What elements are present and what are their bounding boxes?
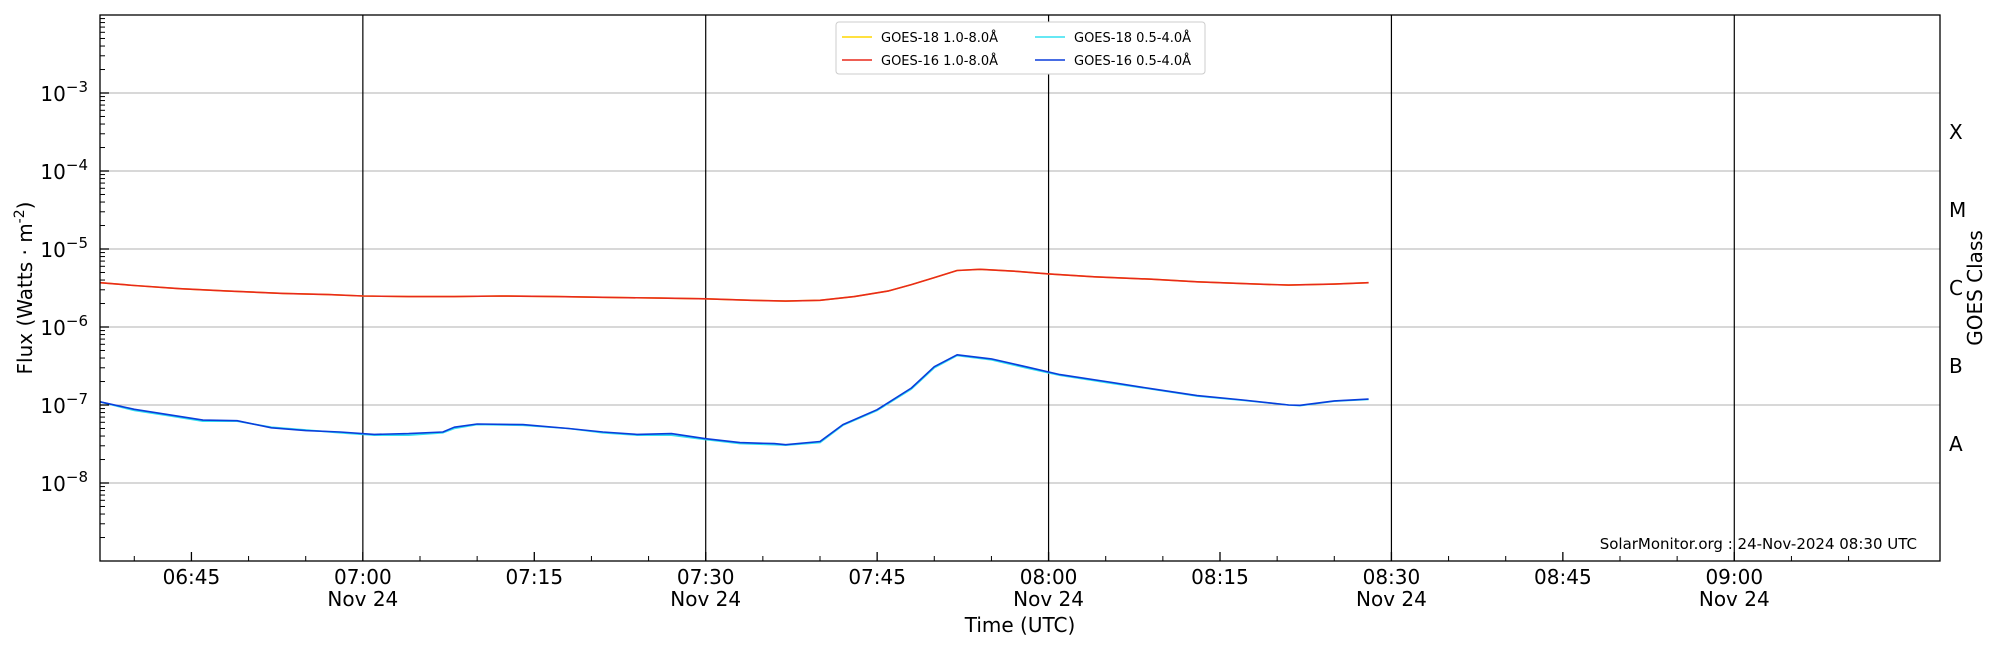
day-marker-lines xyxy=(362,15,1735,561)
x-tick-label-date: Nov 24 xyxy=(1356,587,1427,611)
legend-label-goes18-long: GOES-18 1.0-8.0Å xyxy=(881,30,998,46)
goes-class-label: A xyxy=(1949,432,1963,456)
y-tick-label-base: 10 xyxy=(40,394,65,418)
legend-box xyxy=(835,21,1206,75)
y-tick-label-base: 10 xyxy=(40,316,65,340)
series-line-2 xyxy=(99,354,1369,447)
x-axis-title: Time (UTC) xyxy=(964,613,1076,637)
y-tick-label: 10−3 xyxy=(40,78,88,106)
y-axis-title-main: Flux (Watts · m xyxy=(13,223,37,374)
x-tick-label-time: 07:45 xyxy=(848,565,906,589)
y-tick-label-base: 10 xyxy=(40,238,65,262)
y2-axis-title: GOES Class xyxy=(1963,230,1987,346)
grid-lines xyxy=(100,92,1940,484)
x-tick-label-time: 07:00 xyxy=(334,565,392,589)
y-tick-label: 10−4 xyxy=(40,156,88,184)
y-tick-label-exponent: −4 xyxy=(66,156,88,174)
goes-class-label: C xyxy=(1949,276,1963,300)
x-tick-label-time: 08:00 xyxy=(1020,565,1078,589)
x-tick-label-date: Nov 24 xyxy=(670,587,741,611)
legend-label-goes16-short: GOES-16 0.5-4.0Å xyxy=(1074,53,1191,69)
legend: GOES-18 1.0-8.0Å GOES-16 1.0-8.0Å GOES-1… xyxy=(835,21,1206,75)
y-tick-label-base: 10 xyxy=(40,472,65,496)
x-tick-label-time: 08:30 xyxy=(1363,565,1421,589)
x-tick-label-time: 08:45 xyxy=(1534,565,1592,589)
y-tick-label: 10−8 xyxy=(40,468,88,496)
y-tick-label: 10−5 xyxy=(40,234,88,262)
y-tick-label-base: 10 xyxy=(40,82,65,106)
credit-text: SolarMonitor.org : 24-Nov-2024 08:30 UTC xyxy=(1600,535,1917,553)
y-tick-label-exponent: −5 xyxy=(66,234,88,252)
y-axis-title: Flux (Watts · m-2) xyxy=(12,202,37,375)
series-lines xyxy=(99,268,1369,447)
series-line-3 xyxy=(99,353,1369,446)
x-tick-label-date: Nov 24 xyxy=(1699,587,1770,611)
y-tick-label: 10−6 xyxy=(40,312,88,340)
x-tick-label-time: 09:00 xyxy=(1705,565,1763,589)
goes-class-label: B xyxy=(1949,354,1963,378)
legend-label-goes18-short: GOES-18 0.5-4.0Å xyxy=(1074,30,1191,46)
x-tick-label-time: 06:45 xyxy=(163,565,221,589)
x-tick-label-date: Nov 24 xyxy=(1013,587,1084,611)
plot-frame xyxy=(99,14,1941,562)
y-axis-title-exponent: -2 xyxy=(12,209,28,223)
goes-class-label: M xyxy=(1949,198,1966,222)
x-tick-label-time: 07:30 xyxy=(677,565,735,589)
series-line-0 xyxy=(99,268,1369,302)
axis-ticks xyxy=(100,18,1850,561)
y-tick-label: 10−7 xyxy=(40,390,88,418)
y-tick-label-exponent: −6 xyxy=(66,312,88,330)
x-tick-label-time: 08:15 xyxy=(1191,565,1249,589)
legend-label-goes16-long: GOES-16 1.0-8.0Å xyxy=(881,53,998,69)
y-tick-label-base: 10 xyxy=(40,160,65,184)
goes-class-label: X xyxy=(1949,120,1963,144)
x-tick-label-time: 07:15 xyxy=(505,565,563,589)
series-line-1 xyxy=(99,268,1369,302)
x-tick-label-date: Nov 24 xyxy=(327,587,398,611)
y-tick-label-exponent: −8 xyxy=(66,468,88,486)
y-axis-title-close: ) xyxy=(13,202,37,210)
y-tick-label-exponent: −3 xyxy=(66,78,88,96)
y-tick-label-exponent: −7 xyxy=(66,390,88,408)
